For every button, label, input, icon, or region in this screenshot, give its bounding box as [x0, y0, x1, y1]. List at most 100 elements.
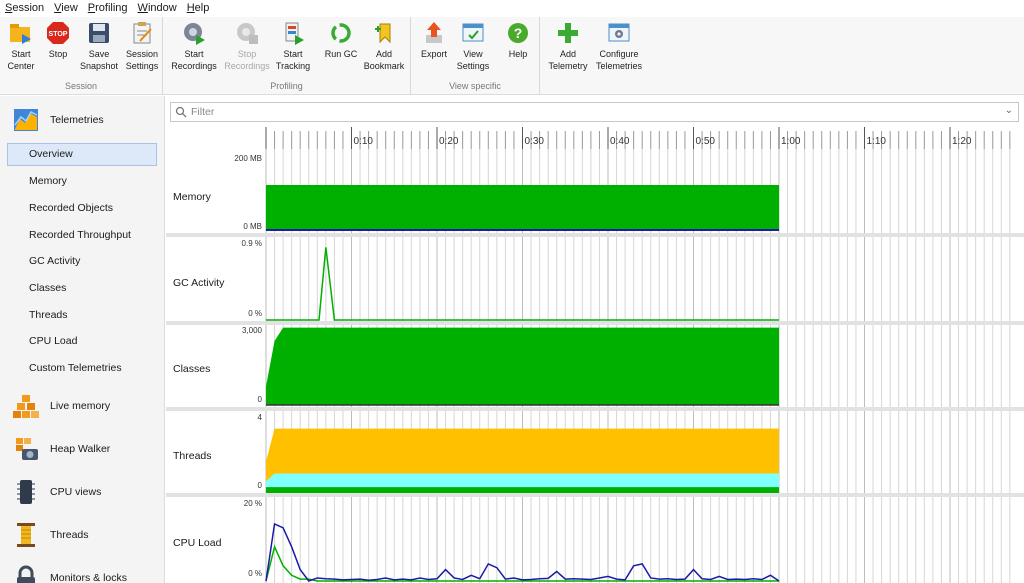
timeline-tick-label: 0:30	[525, 136, 545, 147]
export-button[interactable]: Export	[417, 19, 451, 77]
add-telemetry-button[interactable]: Add Telemetry	[545, 19, 591, 77]
help-icon: ?	[506, 21, 530, 45]
sidebar-item-gc-activity[interactable]: GC Activity	[29, 255, 81, 267]
classes-area	[266, 327, 779, 405]
axis-min-memory: 0 MB	[243, 222, 262, 231]
cpu-views-icon	[13, 479, 39, 505]
row-separator[interactable]	[166, 407, 1024, 411]
menu-profiling[interactable]: Profiling	[87, 2, 128, 14]
sidebar-section-cpu-views[interactable]: CPU views	[0, 472, 164, 512]
sidebar-item-memory[interactable]: Memory	[29, 175, 67, 187]
row-separator[interactable]	[166, 233, 1024, 237]
menu-view[interactable]: View	[54, 2, 78, 14]
export-arrow-icon	[422, 21, 446, 45]
sidebar-section-label: Threads	[50, 529, 89, 541]
live-memory-icon	[13, 393, 39, 419]
toolbar-group-view-specific: Export View Settings ? Help View specific	[411, 17, 540, 95]
threads-runnable-area	[266, 487, 779, 493]
start-center-label: Start Center	[7, 49, 35, 71]
axis-min-cpu: 0 %	[248, 569, 262, 578]
sidebar-section-label: CPU views	[50, 486, 102, 498]
floppy-disk-icon	[87, 21, 111, 45]
chart-label-cpu-load: CPU Load	[173, 537, 222, 549]
cpu-load-total-line	[265, 522, 780, 582]
gc-activity-line	[266, 247, 779, 321]
axis-max-cpu: 20 %	[243, 499, 262, 508]
view-settings-icon	[461, 21, 485, 45]
timeline-tick-label: 1:00	[781, 136, 801, 147]
stop-recordings-button[interactable]: Stop Recordings	[222, 19, 272, 77]
menu-window[interactable]: Window	[137, 2, 177, 14]
help-button[interactable]: ? Help	[501, 19, 535, 77]
sidebar-section-monitors-locks[interactable]: Monitors & locks	[0, 558, 164, 583]
axis-max-memory: 200 MB	[234, 154, 262, 163]
sidebar-section-heap-walker[interactable]: Heap Walker	[0, 429, 164, 469]
gear-record-icon	[182, 21, 206, 45]
menu-bar: Session View Profiling Window Help	[0, 0, 1024, 17]
sidebar-item-custom-telemetries[interactable]: Custom Telemetries	[29, 362, 122, 374]
add-bookmark-label: Add Bookmark	[363, 49, 405, 71]
menu-help[interactable]: Help	[186, 2, 210, 14]
save-snapshot-button[interactable]: Save Snapshot	[78, 19, 120, 77]
sidebar-section-label: Heap Walker	[50, 443, 111, 455]
sidebar-item-cpu-load[interactable]: CPU Load	[29, 335, 78, 347]
chart-row-memory: Memory 200 MB 0 MB	[166, 149, 1024, 233]
sidebar-item-overview[interactable]: Overview	[7, 143, 157, 166]
svg-text:STOP: STOP	[49, 31, 68, 38]
row-separator[interactable]	[166, 321, 1024, 325]
timeline-tick-label: 0:50	[696, 136, 716, 147]
start-center-button[interactable]: Start Center	[3, 19, 39, 77]
add-bookmark-button[interactable]: Add Bookmark	[362, 19, 406, 77]
chart-row-threads: Threads 4 0	[166, 411, 1024, 493]
sidebar-item-recorded-objects[interactable]: Recorded Objects	[29, 202, 114, 214]
sidebar-item-classes[interactable]: Classes	[29, 282, 67, 294]
export-label: Export	[420, 49, 447, 59]
recycle-icon	[329, 21, 353, 45]
stop-label: Stop	[48, 49, 68, 59]
run-gc-label: Run GC	[324, 49, 358, 59]
session-settings-button[interactable]: Session Settings	[122, 19, 162, 77]
axis-max-threads: 4	[257, 413, 262, 422]
sidebar-section-telemetries[interactable]: Telemetries	[0, 100, 164, 140]
sidebar-item-threads[interactable]: Threads	[29, 309, 68, 321]
chart-row-gc-activity: GC Activity 0.9 % 0 %	[166, 237, 1024, 321]
tracking-icon	[281, 21, 305, 45]
telemetry-charts: Memory 200 MB 0 MB GC Activity 0.9 % 0 %…	[166, 149, 1024, 583]
start-tracking-button[interactable]: Start Tracking	[273, 19, 313, 77]
stop-button[interactable]: STOP Stop	[42, 19, 74, 77]
toolbar-group-label-view-specific: View specific	[449, 81, 501, 91]
timeline-tick-label: 1:10	[867, 136, 887, 147]
chart-row-classes: Classes 3,000 0	[166, 325, 1024, 407]
filter-input[interactable]: Filter ⌄	[170, 102, 1019, 122]
lock-icon	[13, 565, 39, 583]
view-settings-button[interactable]: View Settings	[453, 19, 493, 77]
gear-stop-icon	[235, 21, 259, 45]
sidebar-section-label: Monitors & locks	[50, 572, 128, 583]
toolbar-group-session: Start Center STOP Stop Save Snapshot Sessi…	[0, 17, 163, 95]
run-gc-button[interactable]: Run GC	[323, 19, 359, 77]
toolbar-group-label-session: Session	[64, 81, 98, 91]
save-snapshot-label: Save Snapshot	[79, 49, 119, 71]
cpu-load-process-line	[265, 544, 779, 582]
axis-min-gc: 0 %	[248, 309, 262, 318]
heap-walker-icon	[13, 436, 39, 462]
sidebar: Telemetries Overview Memory Recorded Obj…	[0, 96, 165, 583]
start-recordings-button[interactable]: Start Recordings	[169, 19, 219, 77]
chart-row-cpu-load: CPU Load 20 % 0 %	[166, 497, 1024, 583]
sidebar-item-recorded-throughput[interactable]: Recorded Throughput	[29, 229, 131, 241]
sidebar-section-live-memory[interactable]: Live memory	[0, 386, 164, 426]
start-recordings-label: Start Recordings	[171, 49, 217, 71]
timeline-ruler[interactable]: 0:10 0:20 0:30 0:40 0:50 1:00 1:10 1:20	[264, 125, 1024, 149]
svg-text:?: ?	[514, 25, 523, 41]
clipboard-icon	[130, 21, 154, 45]
configure-telemetries-label: Configure Telemetries	[595, 49, 642, 71]
filter-placeholder: Filter	[191, 106, 215, 118]
row-separator[interactable]	[166, 493, 1024, 497]
sidebar-section-threads[interactable]: Threads	[0, 515, 164, 555]
menu-session[interactable]: Session	[5, 2, 45, 14]
chart-label-memory: Memory	[173, 191, 211, 203]
configure-telemetries-button[interactable]: Configure Telemetries	[594, 19, 644, 77]
chevron-down-icon[interactable]: ⌄	[1004, 105, 1013, 116]
chart-memory	[265, 149, 1011, 233]
add-telemetry-label: Add Telemetry	[548, 49, 588, 71]
